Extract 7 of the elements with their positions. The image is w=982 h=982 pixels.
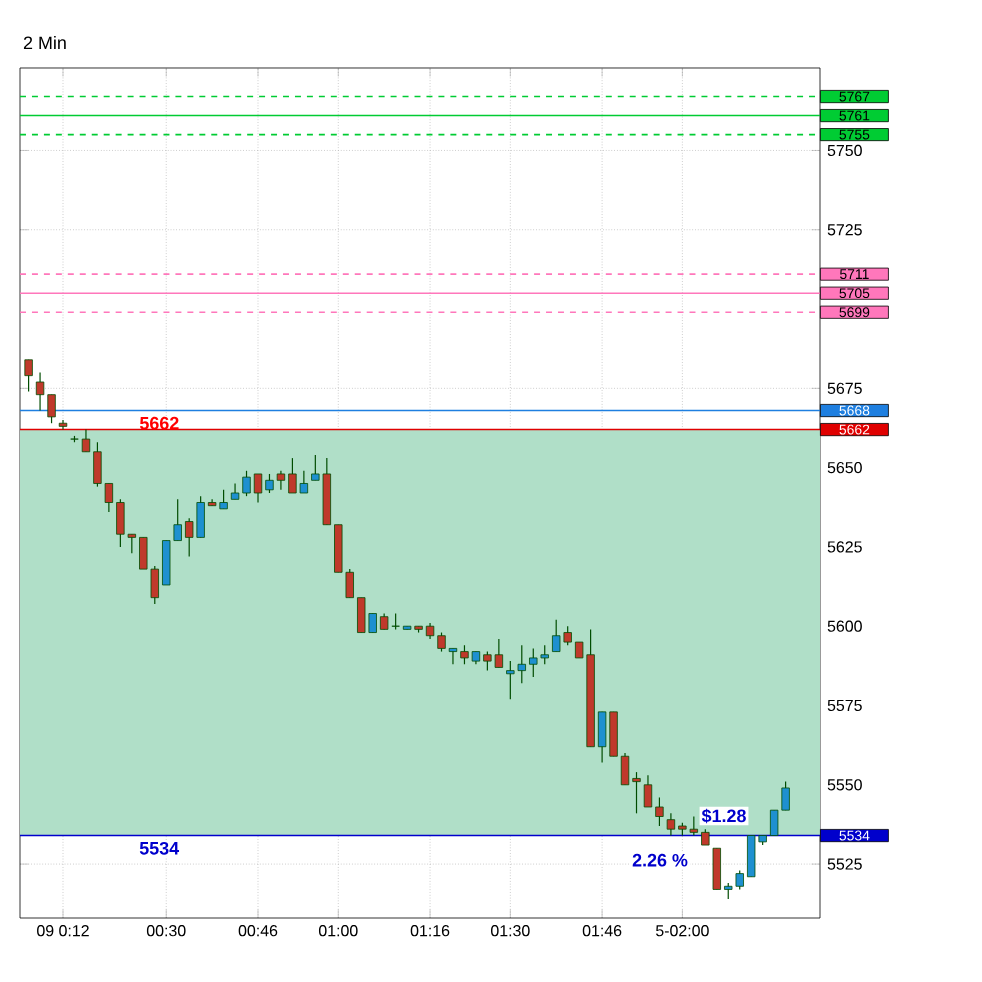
annotation: 2.26 % <box>632 853 688 867</box>
annotation: 5534 <box>139 841 180 855</box>
candlestick <box>58 419 68 431</box>
candlestick <box>24 359 33 393</box>
annotation: $1.28 <box>701 808 746 824</box>
chart-title: 2 Min <box>23 35 66 49</box>
annotation: 5662 <box>139 416 179 430</box>
